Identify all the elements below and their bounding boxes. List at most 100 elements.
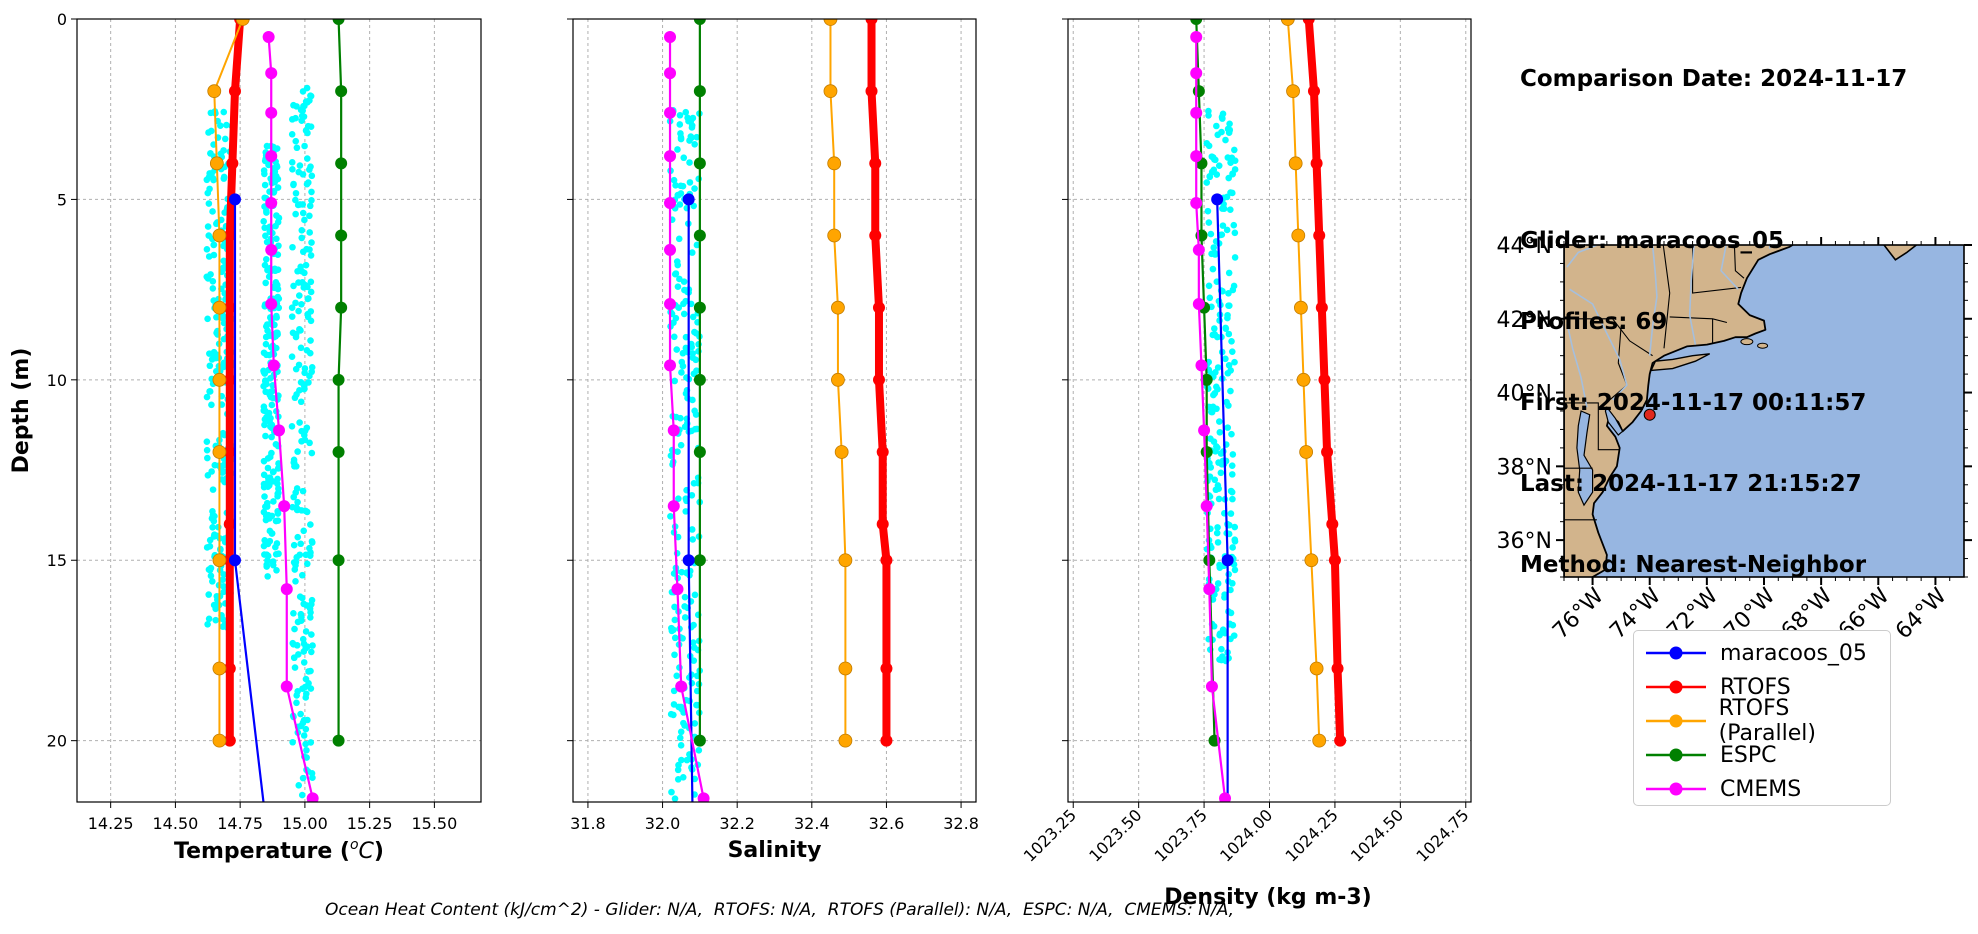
scatter-point (291, 664, 299, 671)
scatter-point (261, 537, 268, 544)
scatter-point (670, 701, 678, 708)
scatter-point (671, 651, 678, 659)
scatter-point (1205, 142, 1213, 150)
data-point (1291, 228, 1306, 243)
scatter-point (1213, 529, 1221, 537)
scatter-point (206, 388, 214, 395)
scatter-point (689, 639, 697, 646)
river (1569, 288, 1628, 401)
data-point (223, 734, 236, 747)
data-point (865, 85, 878, 98)
scatter-point (690, 621, 697, 629)
x-tick-label: 32.2 (719, 814, 755, 833)
scatter-point (1205, 112, 1212, 119)
x-tick-label: 32.6 (869, 814, 905, 833)
scatter-point (298, 301, 305, 308)
scatter-point (688, 134, 695, 141)
legend-swatch-espc (1646, 748, 1706, 762)
first-time: First: 2024-11-17 00:11:57 (1520, 390, 1867, 416)
scatter-point (308, 172, 316, 180)
scatter-point (209, 578, 216, 585)
data-point (267, 359, 280, 372)
scatter-point (264, 478, 272, 486)
data-point (667, 424, 680, 437)
scatter-point (297, 610, 305, 618)
legend-item-rtofs: RTOFS (1644, 674, 1791, 700)
scatter-point (291, 625, 298, 633)
scatter-point (223, 121, 230, 129)
scatter-point (289, 639, 297, 647)
scatter-point (676, 111, 684, 119)
x-tick-label: 1023.75 (1151, 805, 1211, 865)
data-point (671, 583, 684, 596)
scatter-point (260, 368, 268, 376)
data-point (1192, 298, 1205, 311)
series-maracoos-05 (682, 193, 695, 802)
scatter-point (688, 526, 696, 533)
data-point (228, 193, 241, 206)
scatter-point (1206, 173, 1214, 181)
scatter-point (307, 739, 315, 746)
scatter-point (266, 527, 274, 535)
scatter-point (300, 385, 308, 393)
scatter-point (274, 475, 281, 483)
scatter-point (292, 196, 299, 204)
scatter-point (303, 346, 311, 354)
scatter-point (686, 179, 694, 186)
series-cmems (1190, 31, 1232, 802)
scatter-point (307, 288, 315, 296)
scatter-point (292, 210, 299, 218)
scatter-point (261, 493, 268, 500)
scatter-point (220, 147, 227, 154)
data-point (235, 19, 250, 26)
scatter-point (261, 416, 269, 423)
scatter-point (288, 304, 296, 312)
data-point (693, 157, 706, 170)
scatter-point (288, 130, 296, 138)
data-point (1198, 424, 1211, 437)
scatter-point (264, 464, 272, 472)
scatter-point (1225, 269, 1233, 277)
river (1566, 245, 1600, 268)
scatter-point (299, 248, 307, 256)
scatter-point (290, 541, 298, 549)
data-point (664, 298, 677, 311)
scatter-point (296, 593, 304, 601)
scatter-point (302, 98, 310, 105)
x-tick-label: 1023.50 (1085, 805, 1145, 865)
scatter-point (293, 554, 300, 561)
scatter-point (267, 414, 274, 422)
scatter-point (295, 782, 303, 789)
data-point (209, 156, 224, 171)
data-point (1195, 359, 1208, 372)
nova-scotia (1883, 245, 1918, 261)
data-point (1200, 500, 1213, 513)
scatter-point (1215, 162, 1223, 169)
scatter-point (220, 363, 228, 371)
scatter-point (205, 253, 213, 260)
legend-item-espc: ESPC (1644, 742, 1777, 768)
scatter-point (288, 313, 296, 320)
scatter-point (273, 235, 280, 243)
data-point (1286, 84, 1300, 99)
scatter-point (674, 283, 682, 291)
scatter-point (677, 728, 685, 736)
scatter-point (208, 401, 215, 409)
data-point (332, 373, 345, 386)
scatter-point (265, 161, 272, 169)
map-area (1564, 245, 1964, 577)
scatter-point (308, 364, 316, 371)
scatter-point (263, 351, 270, 359)
scatter-point (667, 710, 675, 718)
scatter-point (307, 252, 315, 259)
scatter-point (299, 685, 306, 692)
scatter-point (1231, 254, 1239, 261)
scatter-point (1214, 539, 1222, 546)
scatter-point (293, 692, 300, 699)
data-point (693, 301, 706, 314)
series-rtofs (865, 19, 893, 747)
river (1648, 245, 1658, 356)
location-map: 76°W74°W72°W70°W68°W66°W64°W36°N38°N40°N… (1497, 234, 1972, 644)
scatter-point (1213, 171, 1221, 178)
